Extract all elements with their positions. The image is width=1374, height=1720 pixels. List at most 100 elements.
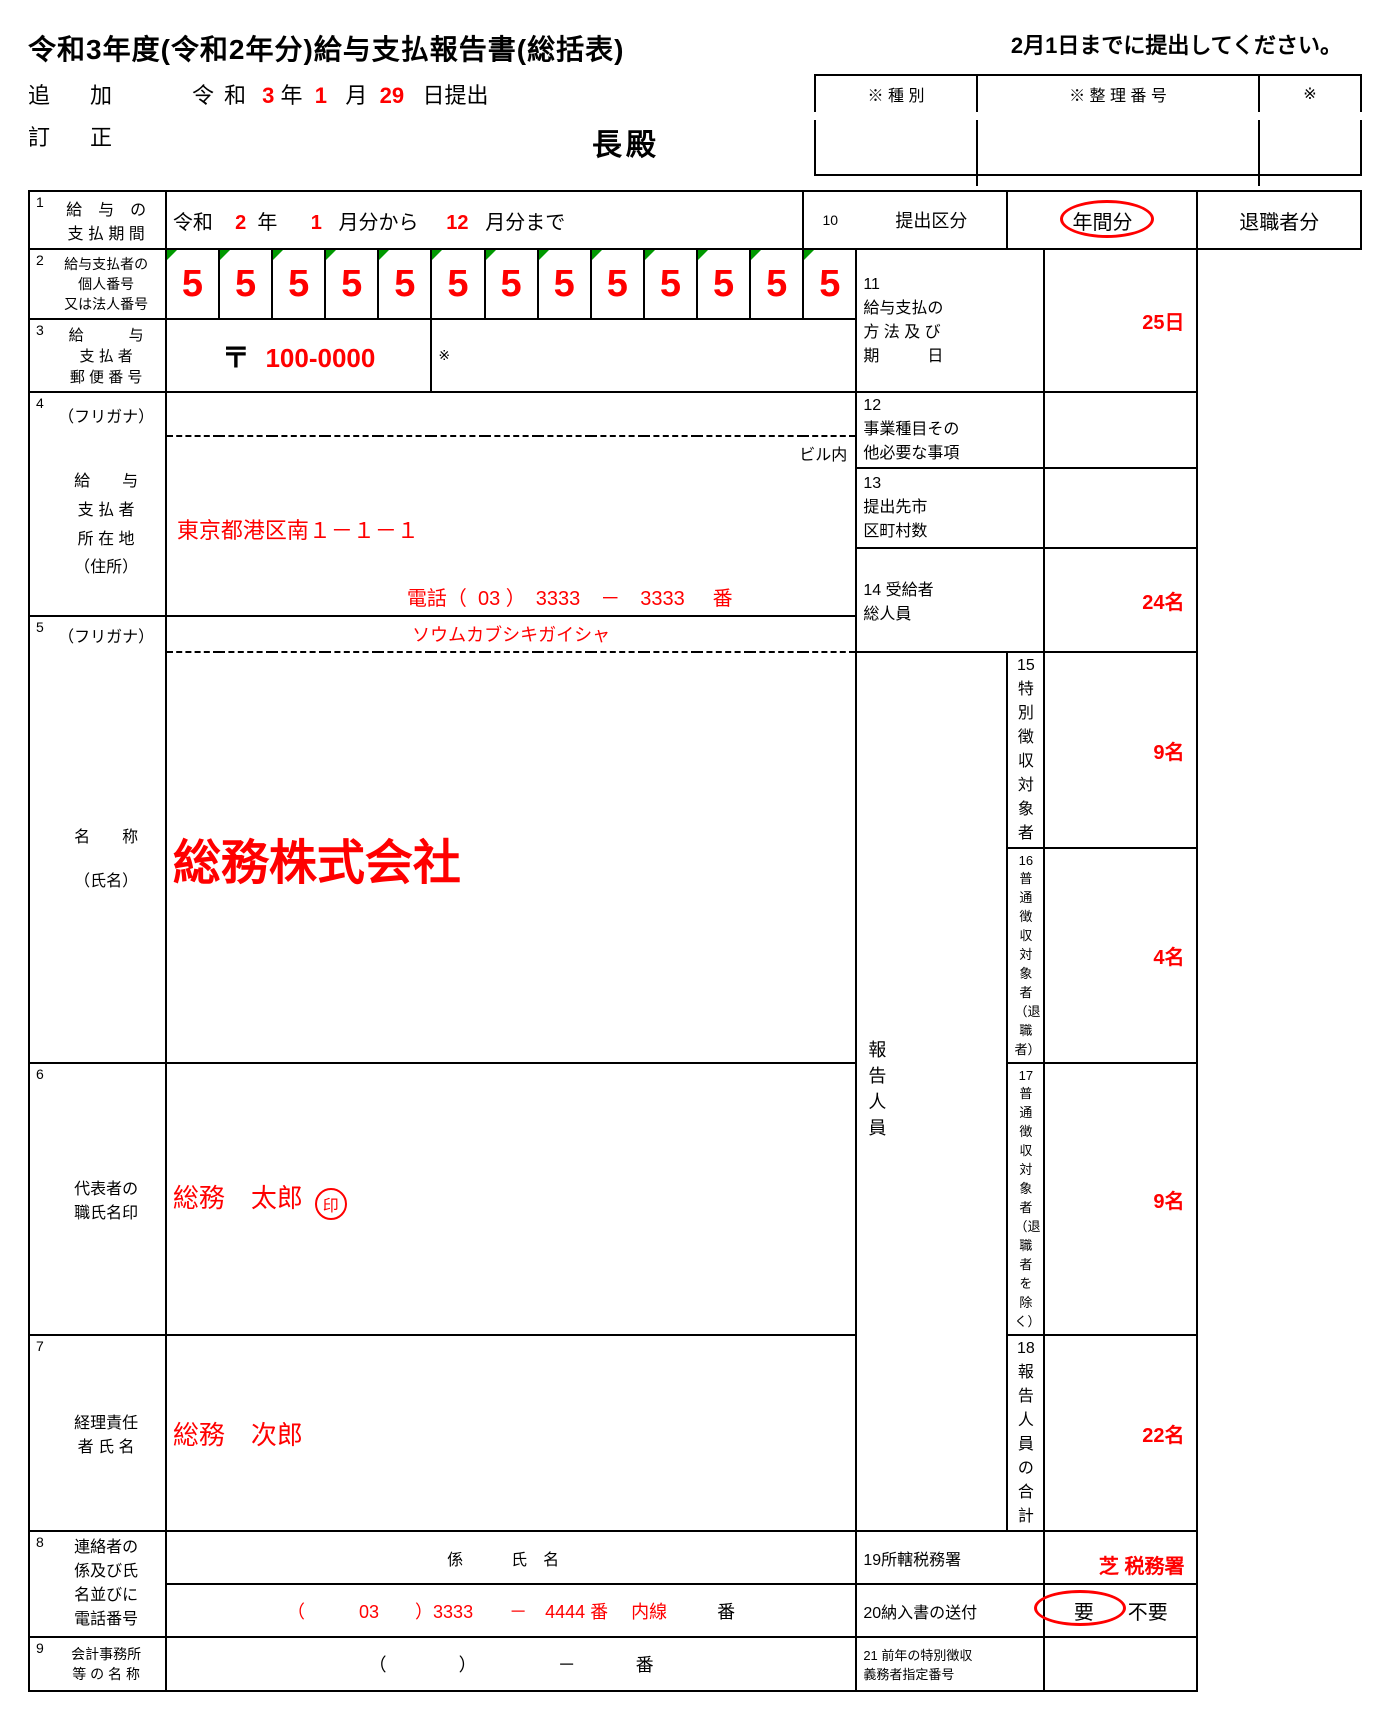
row9-num: 9 xyxy=(29,1637,47,1691)
r14-label: 14 受給者 総人員 xyxy=(856,548,1044,652)
hdr-box-3: ※ xyxy=(1260,76,1360,112)
row2-label: 給与支払者の 個人番号 又は法人番号 xyxy=(47,249,165,319)
digit-4: 5 xyxy=(378,249,431,319)
digit-6: 5 xyxy=(485,249,538,319)
teisei-label: 訂正 xyxy=(28,120,152,152)
header-row-submit: 追加 令和 3 年 1 月 29 日提出 ※ 種 別 ※ 整 理 番 号 ※ xyxy=(28,74,1362,112)
r21-value xyxy=(1044,1637,1197,1691)
digit-12: 5 xyxy=(803,249,856,319)
hdr-box-2: ※ 整 理 番 号 xyxy=(978,76,1260,112)
r13-value xyxy=(1044,468,1197,548)
rep-name: 総務 太郎 xyxy=(173,1183,303,1213)
row4-addr-label: 給 与 支 払 者 所 在 地 （住所） xyxy=(47,436,165,616)
r1-era: 令和 xyxy=(173,212,213,234)
row3-postal: 〒 100-0000 xyxy=(166,319,432,392)
digit-3: 5 xyxy=(325,249,378,319)
digit-1: 5 xyxy=(219,249,272,319)
r16-label: 16 普通徴収 対象者 （退職者） xyxy=(1007,848,1044,1063)
row5-furi-label: （フリガナ） xyxy=(47,616,165,652)
r16-value: 4名 xyxy=(1044,848,1197,1063)
digit-7: 5 xyxy=(538,249,591,319)
row7-num: 7 xyxy=(29,1335,47,1531)
row6-value-cell: 総務 太郎 印 xyxy=(166,1063,856,1335)
row3-label: 給 与 支 払 者 郵 便 番 号 xyxy=(47,319,165,392)
form-title: 令和3年度(令和2年分)給与支払報告書(総括表) xyxy=(28,28,624,68)
chodono: 長殿 xyxy=(592,120,660,164)
r12-label: 12 事業種目その 他必要な事項 xyxy=(856,392,1044,468)
digit-9: 5 xyxy=(644,249,697,319)
r12-value xyxy=(1044,392,1197,468)
hdr-box-3b xyxy=(1260,120,1360,186)
row7-value-cell: 総務 次郎 xyxy=(166,1335,856,1531)
hdr-box-1b xyxy=(816,120,978,186)
row5-company: 総務株式会社 xyxy=(166,652,856,1063)
r15-value: 9名 xyxy=(1044,652,1197,848)
header-row-3: 訂正 長殿 xyxy=(28,120,1362,176)
digit-8: 5 xyxy=(591,249,644,319)
row6-num: 6 xyxy=(29,1063,47,1335)
header-box-body xyxy=(814,120,1362,176)
row4-num: 4 xyxy=(29,392,47,436)
month-unit: 月 xyxy=(345,83,367,108)
r1-fu: 月分から xyxy=(338,212,418,234)
row4-furi-label: （フリガナ） xyxy=(47,392,165,436)
report-group-label: 報告人員 xyxy=(856,652,1007,1531)
main-form-table: 1 給 与 の 支 払 期 間 令和 2 年 1 月分から 12 月分まで 10… xyxy=(28,190,1362,1692)
row1-period: 令和 2 年 1 月分から 12 月分まで xyxy=(166,191,803,249)
r18-label: 18 報告人員 の 合 計 xyxy=(1007,1335,1044,1531)
row3-num: 3 xyxy=(29,319,47,392)
row9-label: 会計事務所 等 の 名 称 xyxy=(47,1637,165,1691)
r1-yu: 年 xyxy=(257,212,277,234)
biru-text: ビル内 xyxy=(799,441,847,465)
row5-furigana: ソウムカブシキガイシャ xyxy=(166,616,856,652)
phone-value: 電話（ 03 ） 3333 － 3333 番 xyxy=(407,582,733,611)
row8-upper: 係 氏名 xyxy=(166,1531,856,1584)
row4-address-cell: ビル内 東京都港区南１－１－１ 電話（ 03 ） 3333 － 3333 番 xyxy=(166,436,856,616)
row8-label: 連絡者の 係及び氏 名並びに 電話番号 xyxy=(47,1531,165,1637)
tsuika-label: 追加 xyxy=(28,74,152,112)
row2-num: 2 xyxy=(29,249,47,319)
row8-num: 8 xyxy=(29,1531,47,1637)
r14-value: 24名 xyxy=(1044,548,1197,652)
r1-year: 2 xyxy=(235,212,246,234)
digit-2: 5 xyxy=(272,249,325,319)
r15-label: 15 特別徴収 対象者 xyxy=(1007,652,1044,848)
r1-to: 12 xyxy=(446,212,468,234)
r17-label: 17 普通徴収 対象者 （退職者を除く） xyxy=(1007,1063,1044,1335)
r1-opt1: 年間分 xyxy=(1072,212,1132,234)
row9-tel: （ ） － 番 xyxy=(166,1637,856,1691)
row5-num: 5 xyxy=(29,616,47,652)
r1-from: 1 xyxy=(311,212,322,234)
r20-opts: 要 不要 xyxy=(1044,1584,1197,1637)
row4-furigana xyxy=(166,392,856,436)
r20-opt1: 要 xyxy=(1074,1602,1094,1624)
row5-name-label: 名 称 （氏名） xyxy=(47,652,165,1063)
r20-label: 20納入書の送付 xyxy=(856,1584,1044,1637)
hdr-box-2b xyxy=(978,120,1260,186)
submit-year: 3 xyxy=(262,83,274,108)
form-header: 令和3年度(令和2年分)給与支払報告書(総括表) 2月1日までに提出してください… xyxy=(28,28,1362,68)
postal-symbol-icon: 〒 xyxy=(222,342,250,373)
row3-note: ※ xyxy=(431,319,856,392)
row8-tel: （ 03 ）3333 － 4444 番 内線 番 xyxy=(166,1584,856,1637)
r19-label: 19所轄税務署 xyxy=(856,1531,1044,1584)
year-unit: 年 xyxy=(281,83,303,108)
deadline-notice: 2月1日までに提出してください。 xyxy=(1011,28,1362,60)
postal-value: 100-0000 xyxy=(265,343,375,373)
submit-suffix: 提出 xyxy=(444,83,488,108)
acct-name: 総務 次郎 xyxy=(173,1420,303,1450)
header-box-row: ※ 種 別 ※ 整 理 番 号 ※ xyxy=(814,74,1362,112)
r1-opt2: 退職者分 xyxy=(1197,191,1361,249)
submit-day: 29 xyxy=(380,83,404,108)
r13-label: 13 提出先市 区町村数 xyxy=(856,468,1044,548)
row1-label: 給 与 の 支 払 期 間 xyxy=(47,191,165,249)
row7-label: 経理責任 者 氏 名 xyxy=(47,1335,165,1531)
digit-5: 5 xyxy=(431,249,484,319)
r11-label: 11 給与支払の 方 法 及 び 期 日 xyxy=(856,249,1044,392)
r1-opt1-cell: 年間分 xyxy=(1007,191,1197,249)
r1-tu: 月分まで xyxy=(485,212,565,234)
address-value: 東京都港区南１－１－１ xyxy=(177,513,419,545)
r1-10n: 10 xyxy=(803,191,856,249)
digit-11: 5 xyxy=(750,249,803,319)
day-unit: 日 xyxy=(422,83,444,108)
